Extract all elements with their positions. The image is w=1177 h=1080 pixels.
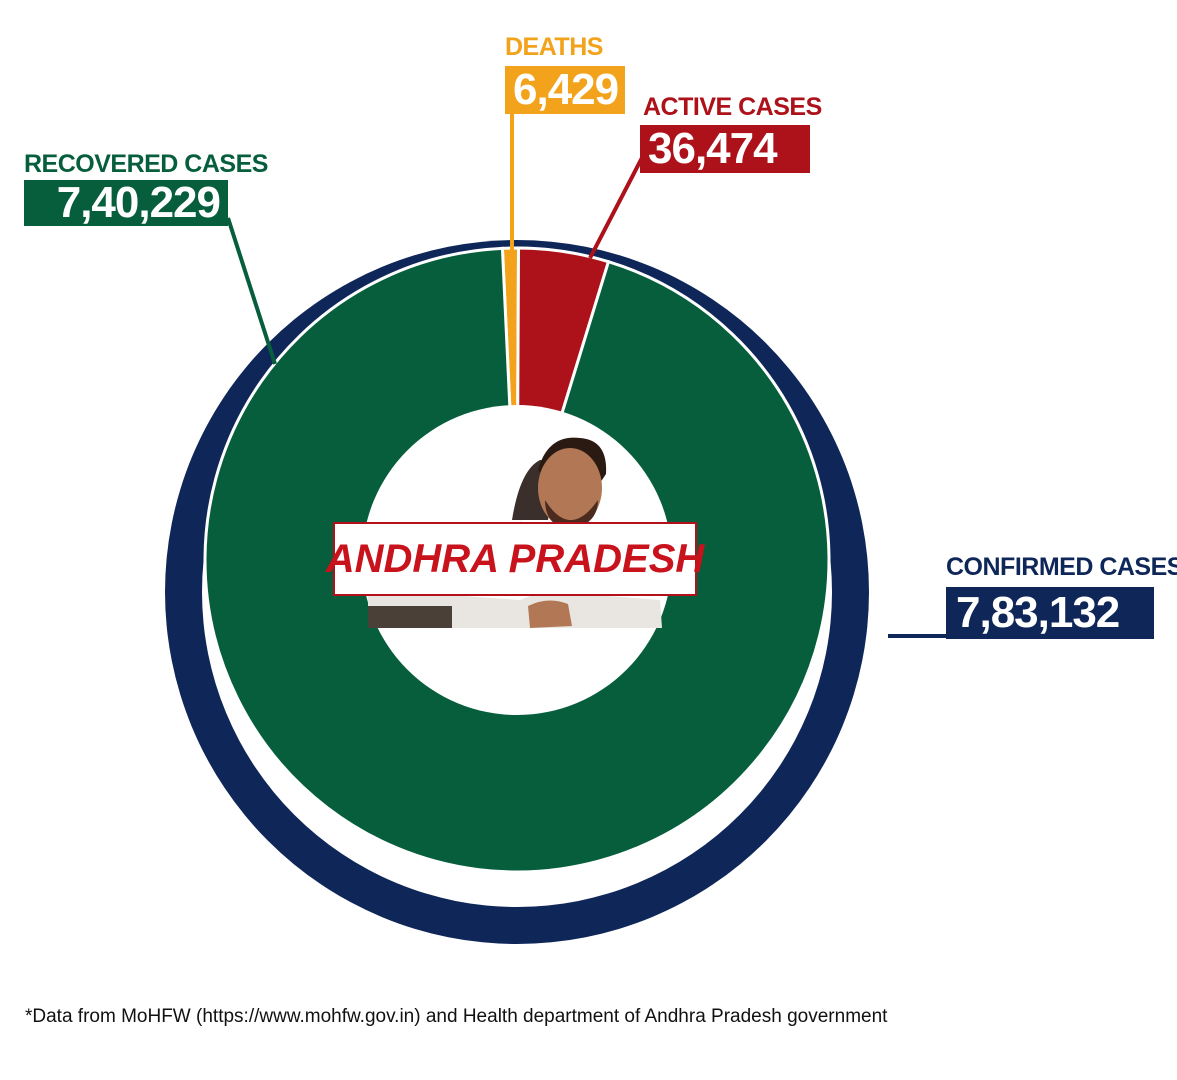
- recovered-value-box: 7,40,229: [24, 180, 228, 226]
- center-label: ANDHRA PRADESH: [325, 536, 705, 581]
- confirmed-value-box: 7,83,132: [946, 587, 1154, 639]
- photo-face: [538, 448, 602, 528]
- footnote: *Data from MoHFW (https://www.mohfw.gov.…: [25, 1006, 888, 1027]
- photo-hand: [528, 600, 572, 628]
- deaths-label-title: DEATHS: [505, 33, 603, 61]
- recovered-label-title: RECOVERED CASES: [24, 150, 268, 178]
- leader-line-active: [588, 151, 647, 259]
- center-banner: ANDHRA PRADESH: [326, 522, 704, 596]
- active-label-title: ACTIVE CASES: [643, 93, 822, 121]
- deaths-value-box: 6,429: [505, 66, 625, 114]
- active-value-box: 36,474: [640, 125, 810, 173]
- confirmed-label-title: CONFIRMED CASES: [946, 553, 1177, 581]
- leader-line-recovered: [226, 217, 277, 365]
- photo-desk: [368, 606, 452, 628]
